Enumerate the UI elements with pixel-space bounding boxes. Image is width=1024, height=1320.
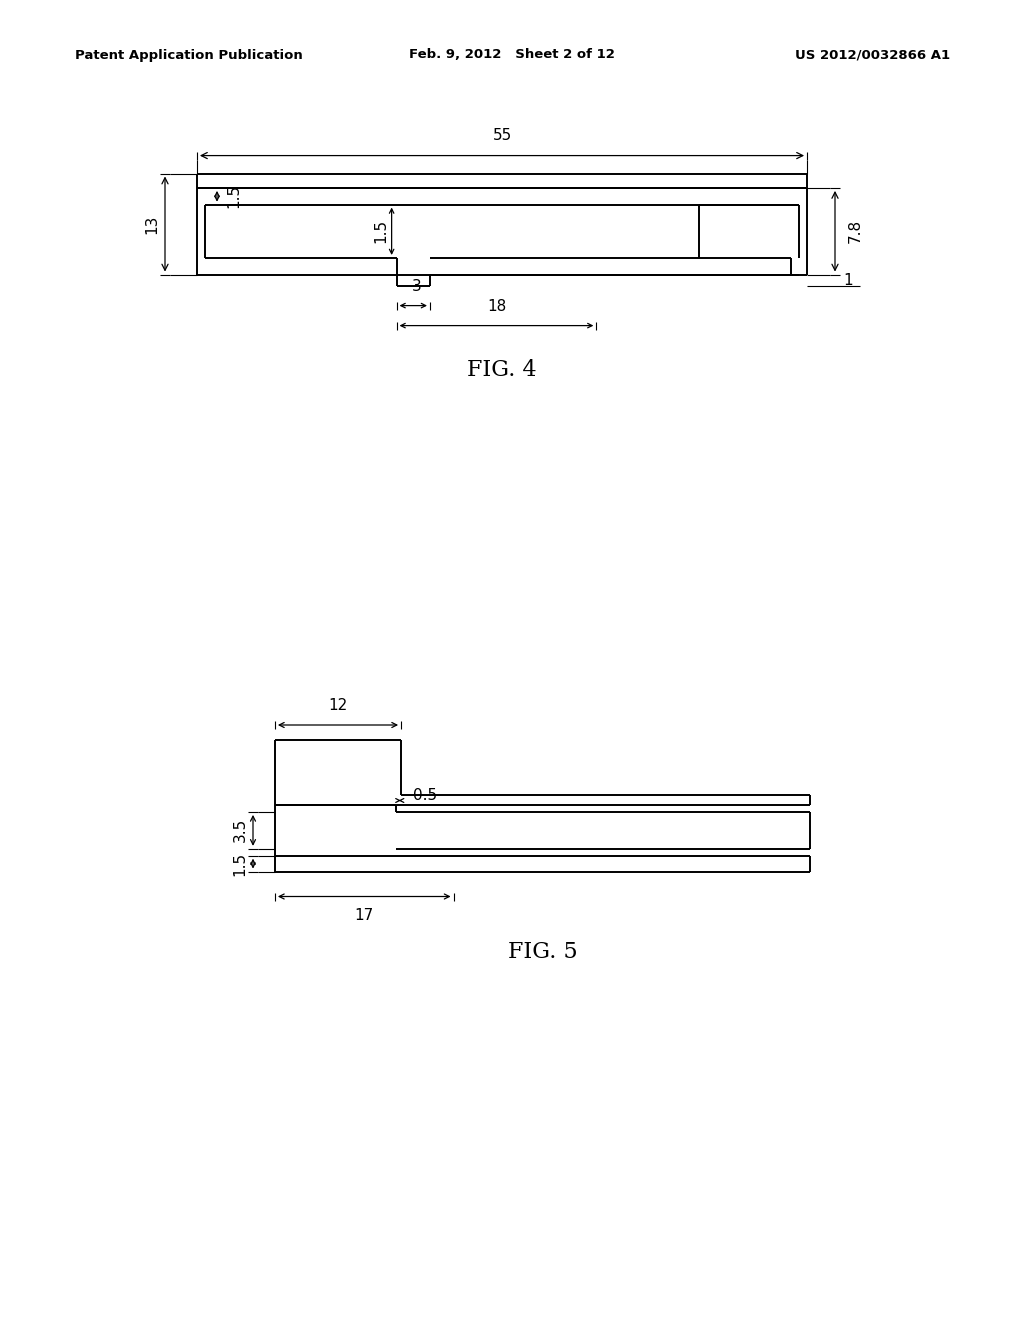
Text: 0.5: 0.5 (413, 788, 437, 803)
Text: 17: 17 (354, 908, 374, 924)
Text: FIG. 5: FIG. 5 (508, 940, 578, 962)
Text: 1.5: 1.5 (226, 185, 241, 209)
Text: 3: 3 (412, 279, 421, 293)
Text: 3.5: 3.5 (232, 818, 248, 842)
Text: 55: 55 (493, 128, 512, 143)
Text: 1.5: 1.5 (374, 219, 389, 243)
Text: 7.8: 7.8 (848, 219, 863, 243)
Text: Feb. 9, 2012   Sheet 2 of 12: Feb. 9, 2012 Sheet 2 of 12 (409, 49, 615, 62)
Text: FIG. 4: FIG. 4 (467, 359, 537, 380)
Text: US 2012/0032866 A1: US 2012/0032866 A1 (795, 49, 950, 62)
Text: 13: 13 (144, 214, 160, 234)
Text: 1.5: 1.5 (232, 851, 248, 875)
Text: 12: 12 (329, 698, 347, 713)
Text: Patent Application Publication: Patent Application Publication (75, 49, 303, 62)
Text: 18: 18 (486, 298, 506, 314)
Text: 1: 1 (843, 272, 853, 288)
